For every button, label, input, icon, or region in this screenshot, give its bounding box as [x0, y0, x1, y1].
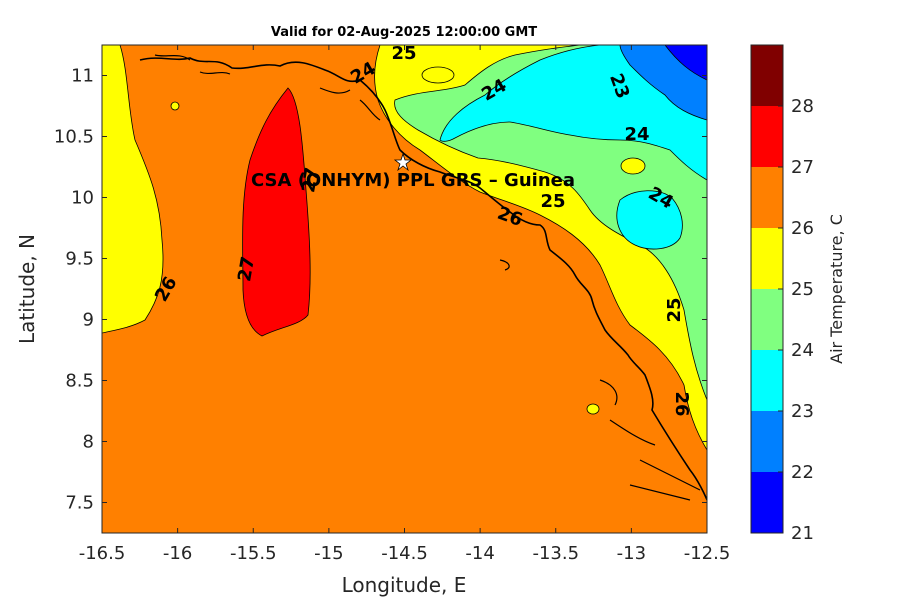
- coastline: [139, 57, 707, 501]
- x-tick-label: -16: [163, 543, 192, 564]
- colorbar-segment: [751, 167, 783, 228]
- temperature-field: [102, 45, 707, 533]
- colorbar-segment: [751, 228, 783, 289]
- colorbar-segment: [751, 106, 783, 167]
- y-tick-label: 9.5: [65, 249, 94, 270]
- colorbar-segment: [751, 350, 783, 411]
- x-tick-label: -12.5: [684, 543, 731, 564]
- site-marker: CSA (ONHYM) PPL GRS – Guinea: [251, 152, 575, 191]
- x-tick-label: -14.5: [381, 543, 428, 564]
- y-tick-label: 10: [71, 188, 94, 209]
- colorbar: 21 22 23 24 25 26 27 28: [750, 44, 814, 544]
- contour-label: 25: [540, 191, 565, 212]
- y-ticks: 7.5 8 8.5 9 9.5 10 10.5 11: [54, 66, 707, 514]
- x-tick-label: -16.5: [79, 543, 126, 564]
- colorbar-tick-label: 25: [791, 279, 814, 300]
- colorbar-tick-label: 28: [791, 96, 814, 117]
- plot-title: Valid for 02-Aug-2025 12:00:00 GMT: [271, 25, 537, 40]
- x-tick-label: -15: [314, 543, 343, 564]
- contour-label: 25: [391, 43, 416, 64]
- cool-spot: [620, 157, 646, 175]
- contour-label: 24: [624, 124, 649, 145]
- y-tick-label: 9: [83, 310, 94, 331]
- y-axis-label: Latitude, N: [15, 234, 39, 344]
- colorbar-tick-label: 21: [791, 523, 814, 544]
- colorbar-tick-label: 24: [791, 340, 814, 361]
- colorbar-segment: [751, 411, 783, 472]
- x-tick-label: -13: [617, 543, 646, 564]
- contour-label: 25: [664, 297, 685, 322]
- warm-spot-north: [421, 66, 455, 84]
- colorbar-tick-label: 27: [791, 157, 814, 178]
- colorbar-segment: [751, 45, 783, 106]
- colorbar-segment: [751, 472, 783, 533]
- y-tick-label: 8.5: [65, 371, 94, 392]
- x-tick-label: -14: [465, 543, 494, 564]
- region-25-26-west: [102, 45, 164, 334]
- contour-label: 27: [298, 166, 323, 194]
- y-tick-label: 7.5: [65, 493, 94, 514]
- x-axis-label: Longitude, E: [342, 573, 467, 597]
- warm-spot-coast: [586, 403, 600, 415]
- region-27-28: [242, 87, 311, 337]
- region-22-23: [439, 45, 707, 181]
- x-tick-label: -15.5: [230, 543, 277, 564]
- warm-spot-west: [170, 101, 180, 111]
- x-tick-label: -13.5: [532, 543, 579, 564]
- y-tick-label: 10.5: [54, 127, 94, 148]
- site-label: CSA (ONHYM) PPL GRS – Guinea: [251, 170, 575, 191]
- region-22-23-south: [616, 190, 683, 250]
- colorbar-label: Air Temperature, C: [827, 214, 846, 364]
- region-20-21: [664, 45, 707, 81]
- x-ticks: -16.5 -16 -15.5 -15 -14.5 -14 -13.5 -13 -12.5: [79, 45, 731, 564]
- y-tick-label: 11: [71, 66, 94, 87]
- star-icon: [393, 152, 413, 172]
- colorbar-tick-label: 23: [791, 401, 814, 422]
- y-tick-label: 8: [83, 432, 94, 453]
- colorbar-segment: [751, 289, 783, 350]
- coastline-islands: [154, 54, 701, 501]
- colorbar-tick-label: 22: [791, 462, 814, 483]
- contour-label: 27: [234, 255, 259, 283]
- colorbar-tick-label: 26: [791, 218, 814, 239]
- contour-label: 26: [671, 391, 692, 416]
